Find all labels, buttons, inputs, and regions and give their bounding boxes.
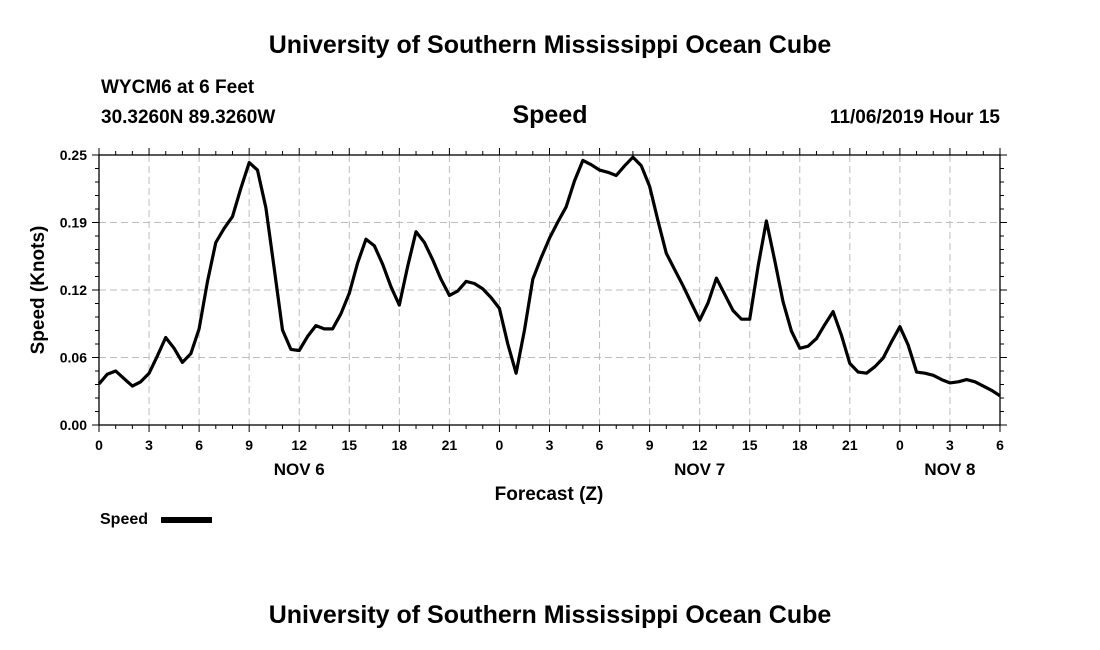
x-tick-label: 12 [291,437,307,453]
chart-title: Speed [512,101,588,129]
x-tick-label: 6 [596,437,604,453]
x-tick-label: 9 [646,437,654,453]
x-tick-label: 21 [442,437,458,453]
y-axis-label: Speed (Knots) [28,226,49,355]
x-tick-label: 6 [195,437,203,453]
day-label: NOV 6 [274,460,325,479]
x-tick-label: 18 [792,437,808,453]
datetime-label: 11/06/2019 Hour 15 [829,107,1000,128]
x-tick-label: 0 [896,437,904,453]
x-tick-label: 6 [996,437,1004,453]
station-label: WYCM6 at 6 Feet [101,77,255,98]
x-tick-label: 21 [842,437,858,453]
coordinates-label: 30.3260N 89.3260W [101,107,276,128]
chart-grid [99,155,1000,425]
chart-ticks [92,148,1007,432]
day-label: NOV 8 [924,460,975,479]
y-tick-label: 0.00 [60,417,87,433]
y-tick-label: 0.19 [60,215,87,231]
chart-tick-labels: 0.00 0.06 0.12 0.19 0.25 0 3 6 9 12 15 18 21 0 3 6 9 12 15… [60,147,1004,479]
header-title-top: University of Southern Mississippi Ocean… [268,31,832,59]
series-line-speed [97,155,1001,398]
x-tick-label: 12 [692,437,708,453]
x-tick-label: 3 [145,437,153,453]
y-tick-label: 0.06 [60,350,87,366]
y-tick-label: 0.25 [60,147,87,163]
y-tick-label: 0.12 [60,282,87,298]
header-title-bottom: University of Southern Mississippi Ocean… [268,601,832,629]
x-tick-label: 15 [341,437,357,453]
x-tick-label: 0 [496,437,504,453]
x-tick-label: 15 [742,437,758,453]
legend-swatch [161,517,212,523]
x-tick-label: 3 [946,437,954,453]
x-axis-label: Forecast (Z) [495,484,604,505]
x-tick-label: 18 [392,437,408,453]
legend-label: Speed [100,511,148,528]
x-tick-label: 0 [95,437,103,453]
day-label: NOV 7 [674,460,725,479]
x-tick-label: 3 [546,437,554,453]
x-tick-label: 9 [245,437,253,453]
